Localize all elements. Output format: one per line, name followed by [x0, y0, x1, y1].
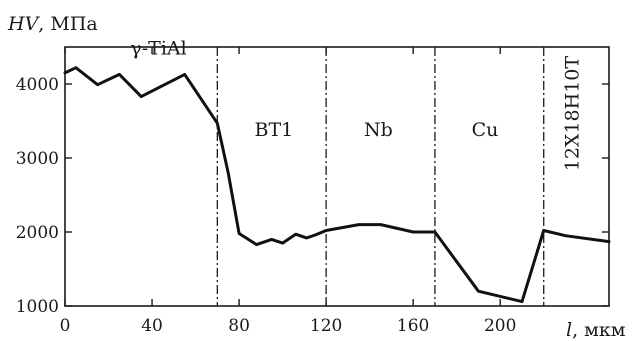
y-axis-label: HV, МПа — [7, 13, 98, 35]
y-tick-label: 4000 — [16, 75, 59, 95]
x-tick-label: 40 — [141, 316, 163, 336]
plot-frame — [64, 46, 610, 307]
x-tick-label: 200 — [484, 316, 516, 336]
zone-label: Cu — [472, 119, 499, 141]
zone-label: 12Х18Н10Т — [562, 56, 584, 172]
y-tick-label: 1000 — [16, 297, 59, 317]
x-tick-label: 0 — [60, 316, 71, 336]
zone-label: Nb — [364, 119, 393, 141]
x-axis-unit: , мкм — [572, 319, 626, 341]
y-tick-label: 3000 — [16, 149, 59, 169]
x-axis-label: l, мкм — [566, 319, 626, 341]
zone-labels: γ-TiAl ВТ1 Nb Cu 12Х18Н10Т — [130, 37, 583, 171]
x-tick-label: 120 — [310, 316, 342, 336]
zone-label: γ-TiAl — [130, 37, 186, 59]
axis-ticks: 0 40 80 120 160 200 1000 2000 3000 4000 — [16, 47, 609, 336]
hardness-line — [63, 66, 611, 304]
zone-boundaries — [216, 47, 545, 306]
zone-label: ВТ1 — [255, 119, 294, 141]
y-axis-unit: , МПа — [38, 13, 97, 35]
y-tick-label: 2000 — [16, 223, 59, 243]
x-tick-label: 160 — [397, 316, 429, 336]
y-axis-var: HV — [7, 13, 41, 35]
x-axis-var: l — [566, 319, 572, 341]
x-tick-label: 80 — [228, 316, 250, 336]
